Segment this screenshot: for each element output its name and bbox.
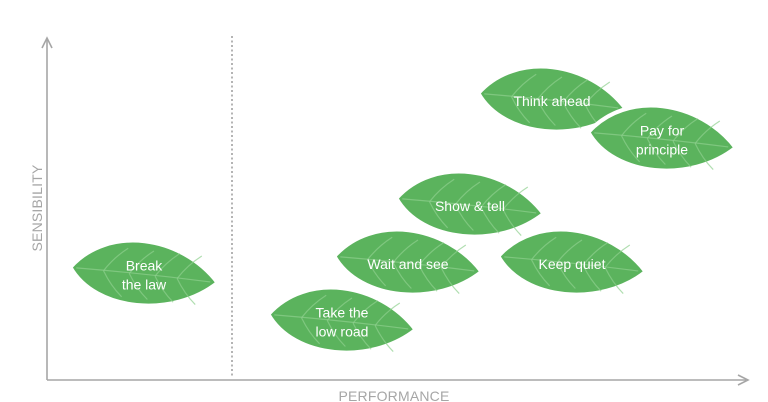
leaf-label-line: principle [636,142,688,158]
x-axis-label: PERFORMANCE [338,388,449,402]
leaf-label-line: Take the [316,305,369,321]
y-axis-label: SENSIBILITY [29,164,45,251]
leaf-take-the-low-road [266,285,418,355]
x-axis-arrow-icon [737,374,750,386]
leaf-shape [266,285,418,355]
leaf-veins [76,247,211,305]
x-axis [47,374,750,386]
leaf-shape [332,227,484,297]
leaf-break-the-law [68,238,220,308]
y-axis-arrow-icon [41,36,53,49]
leaf-label-take-the-low-road: Take the low road [316,305,369,340]
leaves-layer: Break the law Take the low road Wait and see… [68,64,738,355]
leaf-label-think-ahead: Think ahead [513,93,590,109]
leaf-label-line: low road [316,324,369,340]
leaf-label-pay-for-principle: Pay for principle [636,123,688,158]
leaf-veins [402,178,537,236]
leaf-wait-and-see [332,227,484,297]
leaf-label-line: Show & tell [435,198,505,214]
leaf-pay-for-principle [586,103,738,173]
leaf-shape [68,238,220,308]
leaf-veins [594,112,729,170]
leaf-label-line: the law [122,277,167,293]
leaf-shape [496,227,648,297]
leaf-label-line: Pay for [640,123,685,139]
leaf-label-line: Think ahead [513,93,590,109]
leaf-label-line: Wait and see [367,256,448,272]
leaf-show-and-tell [394,169,546,239]
leaf-veins [340,236,475,294]
leaf-label-show-and-tell: Show & tell [435,198,505,214]
leaf-veins [504,236,639,294]
leaf-label-break-the-law: Break the law [122,258,167,293]
leaf-label-line: Break [126,258,164,274]
leaf-keep-quiet [496,227,648,297]
leaf-label-line: Keep quiet [539,256,606,272]
leaf-shape [394,169,546,239]
leaf-label-keep-quiet: Keep quiet [539,256,606,272]
leaf-label-wait-and-see: Wait and see [367,256,448,272]
leaf-veins [484,73,619,131]
leaf-shape [586,103,738,173]
y-axis [41,36,53,380]
leaf-veins [274,294,409,352]
